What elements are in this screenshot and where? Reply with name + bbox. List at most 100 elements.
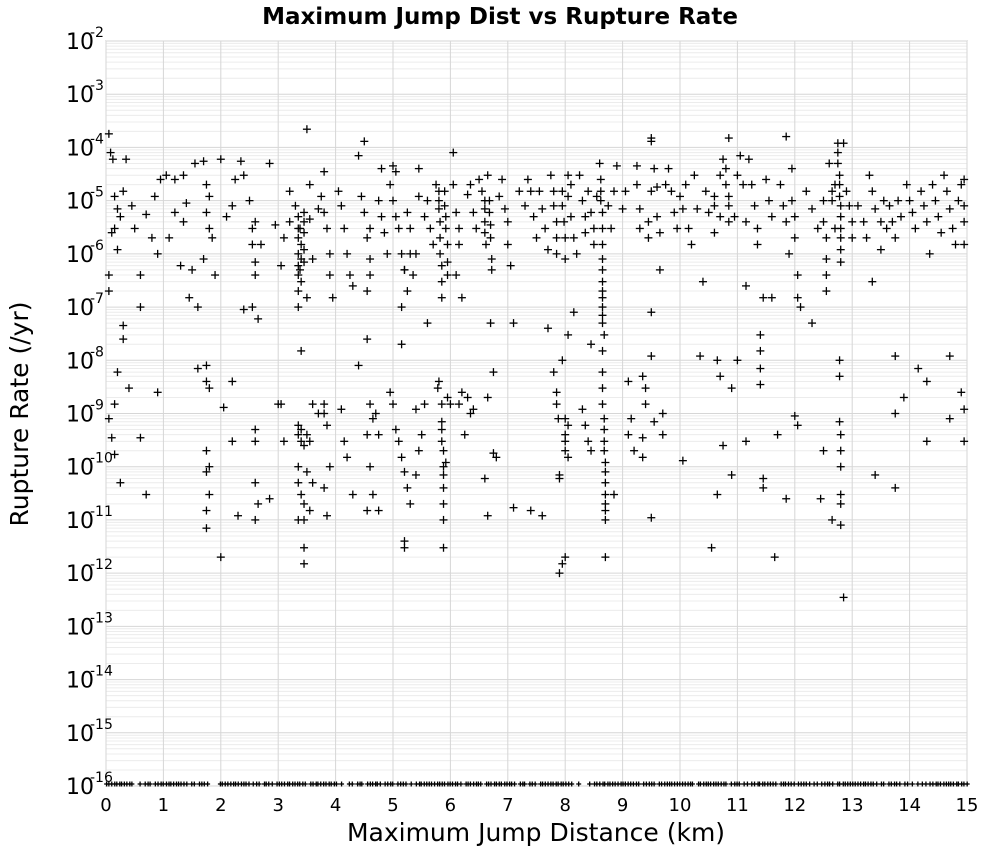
- y-tick-label: 10-4: [66, 131, 104, 161]
- baseline-point: [246, 781, 252, 787]
- data-point: [762, 175, 771, 184]
- data-point: [320, 208, 329, 217]
- data-point: [107, 228, 116, 237]
- data-point: [294, 287, 303, 296]
- y-tick-exponent: -10: [90, 451, 113, 467]
- data-point: [397, 249, 406, 258]
- data-point: [960, 217, 969, 226]
- data-point: [526, 187, 535, 196]
- data-point: [543, 324, 552, 333]
- data-point: [130, 224, 139, 233]
- data-point: [908, 208, 917, 217]
- data-point: [503, 240, 512, 249]
- data-point: [891, 483, 900, 492]
- data-point: [894, 196, 903, 205]
- data-point: [360, 208, 369, 217]
- data-point: [756, 346, 765, 355]
- y-tick-exponent: -11: [90, 504, 113, 520]
- data-point: [653, 183, 662, 192]
- data-point: [658, 430, 667, 439]
- data-point: [822, 233, 831, 242]
- data-point: [835, 192, 844, 201]
- data-point: [891, 352, 900, 361]
- y-tick-label: 10-7: [66, 291, 104, 321]
- data-point: [641, 400, 650, 409]
- data-point: [439, 446, 448, 455]
- data-point: [199, 157, 208, 166]
- data-point: [739, 180, 748, 189]
- data-point: [836, 224, 845, 233]
- data-point: [443, 240, 452, 249]
- data-point: [485, 196, 494, 205]
- data-point: [297, 240, 306, 249]
- data-point: [391, 167, 400, 176]
- data-point: [793, 421, 802, 430]
- data-point: [787, 164, 796, 173]
- data-point: [340, 437, 349, 446]
- data-point: [719, 441, 728, 450]
- data-point: [483, 171, 492, 180]
- baseline-point: [964, 781, 970, 787]
- data-point: [919, 201, 928, 210]
- data-point: [251, 478, 260, 487]
- data-point: [595, 159, 604, 168]
- data-point: [535, 187, 544, 196]
- data-point: [945, 352, 954, 361]
- data-point: [104, 271, 113, 280]
- data-point: [638, 372, 647, 381]
- data-point: [104, 129, 113, 138]
- data-point: [279, 233, 288, 242]
- data-point: [205, 462, 214, 471]
- baseline-point: [773, 781, 779, 787]
- y-tick-base: 10: [66, 243, 94, 268]
- data-point: [546, 171, 555, 180]
- data-point: [747, 180, 756, 189]
- data-point: [902, 180, 911, 189]
- data-point: [228, 377, 237, 386]
- data-point: [564, 421, 573, 430]
- data-point: [759, 483, 768, 492]
- data-point: [107, 433, 116, 442]
- data-point: [449, 180, 458, 189]
- baseline-point: [909, 781, 915, 787]
- data-point: [110, 450, 119, 459]
- data-point: [492, 453, 501, 462]
- data-point: [596, 196, 605, 205]
- data-point: [564, 171, 573, 180]
- baseline-point: [723, 781, 729, 787]
- data-point: [439, 499, 448, 508]
- data-point: [724, 201, 733, 210]
- data-point: [836, 233, 845, 242]
- data-point: [199, 255, 208, 264]
- data-point: [598, 346, 607, 355]
- x-tick-label: 1: [158, 795, 169, 816]
- data-point: [354, 361, 363, 370]
- data-point: [736, 151, 745, 160]
- data-point: [825, 159, 834, 168]
- data-point: [443, 393, 452, 402]
- data-point: [202, 180, 211, 189]
- y-tick-base: 10: [66, 456, 94, 481]
- data-point: [437, 437, 446, 446]
- baseline-point: [905, 781, 911, 787]
- data-point: [716, 171, 725, 180]
- data-point: [110, 400, 119, 409]
- data-point: [721, 164, 730, 173]
- data-point: [612, 161, 621, 170]
- data-point: [598, 240, 607, 249]
- baseline-point: [569, 781, 575, 787]
- data-point: [730, 212, 739, 221]
- data-point: [822, 271, 831, 280]
- data-point: [348, 281, 357, 290]
- data-point: [876, 245, 885, 254]
- data-point: [555, 569, 564, 578]
- data-point: [888, 217, 897, 226]
- data-point: [569, 308, 578, 317]
- data-point: [836, 430, 845, 439]
- data-point: [802, 187, 811, 196]
- data-point: [871, 204, 880, 213]
- data-point: [277, 261, 286, 270]
- data-point: [601, 467, 610, 476]
- data-point: [719, 155, 728, 164]
- data-point: [600, 437, 609, 446]
